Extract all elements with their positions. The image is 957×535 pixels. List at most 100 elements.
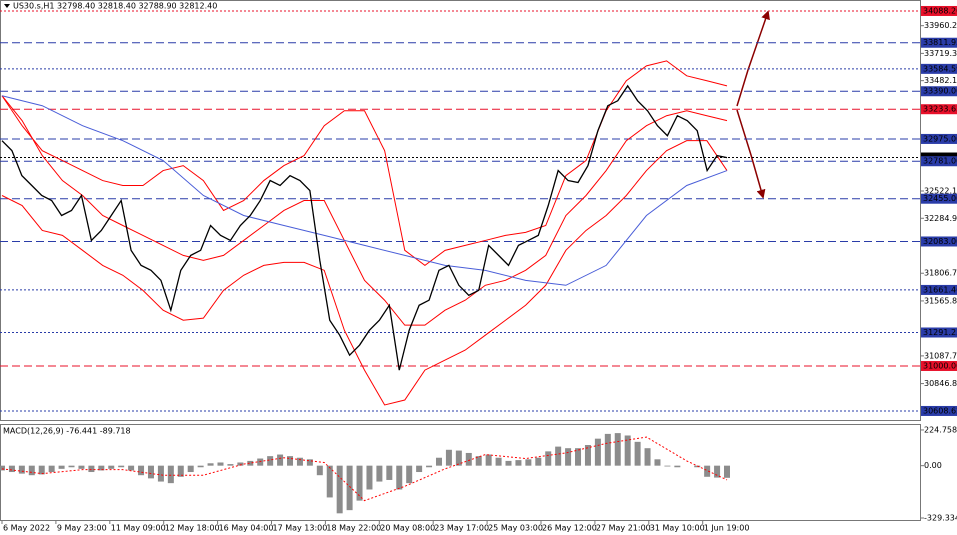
macd-bar bbox=[714, 465, 721, 478]
macd-bar bbox=[644, 448, 651, 466]
macd-bar bbox=[674, 465, 681, 468]
macd-bar bbox=[187, 465, 194, 473]
macd-bar bbox=[28, 465, 35, 476]
macd-title: MACD(12,26,9) -76.441 -89.718 bbox=[3, 427, 131, 436]
macd-bar bbox=[634, 441, 641, 466]
x-tick-label: 23 May 17:00 bbox=[434, 524, 489, 533]
macd-bar bbox=[694, 465, 701, 468]
macd-bar bbox=[614, 433, 621, 466]
y-tick-label: 33719.35 bbox=[924, 49, 957, 58]
macd-bar bbox=[435, 457, 442, 466]
level-tag bbox=[921, 327, 957, 338]
macd-bar bbox=[346, 465, 353, 511]
level-tag bbox=[921, 63, 957, 74]
x-tick-label: 20 May 08:00 bbox=[380, 524, 435, 533]
level-tag bbox=[921, 133, 957, 144]
level-tag bbox=[921, 156, 957, 167]
macd-bar bbox=[207, 463, 214, 466]
macd-bar bbox=[396, 465, 403, 490]
macd-bar bbox=[8, 465, 15, 473]
macd-bar bbox=[326, 465, 333, 498]
macd-bar bbox=[138, 465, 145, 476]
level-label: 31291.23 bbox=[923, 328, 957, 337]
macd-bar bbox=[495, 457, 502, 466]
macd-bar bbox=[475, 456, 482, 466]
macd-bar bbox=[237, 462, 244, 466]
macd-bar bbox=[157, 465, 164, 482]
macd-bar bbox=[416, 465, 423, 473]
y-tick-label: 31087.70 bbox=[924, 351, 957, 360]
macd-bar bbox=[257, 458, 264, 466]
macd-bar bbox=[565, 448, 572, 466]
y-tick-label: 30846.80 bbox=[924, 379, 957, 388]
macd-bar bbox=[306, 459, 313, 466]
level-tag bbox=[921, 284, 957, 295]
y-tick-label: 33482.10 bbox=[924, 76, 957, 85]
macd-bar bbox=[78, 465, 85, 469]
macd-bar bbox=[118, 465, 125, 468]
y-tick-label: 224.758 bbox=[924, 425, 957, 434]
y-tick-label: 33960.25 bbox=[924, 21, 957, 30]
menu-triangle[interactable] bbox=[4, 4, 10, 8]
macd-bar bbox=[704, 465, 711, 477]
macd-bar bbox=[535, 457, 542, 466]
x-tick-label: 16 May 04:00 bbox=[219, 524, 274, 533]
level-label: 30608.62 bbox=[923, 406, 957, 415]
level-tag bbox=[921, 405, 957, 416]
macd-bar bbox=[515, 460, 522, 466]
macd-bar bbox=[366, 465, 373, 490]
macd-bar bbox=[277, 454, 284, 466]
x-tick-label: 18 May 22:00 bbox=[326, 524, 381, 533]
macd-bar bbox=[465, 452, 472, 466]
macd-bar bbox=[604, 433, 611, 466]
y-tick-label: 31565.85 bbox=[924, 296, 957, 305]
y-tick-label: 32522.15 bbox=[924, 186, 957, 195]
macd-bar bbox=[386, 465, 393, 480]
main-frame bbox=[0, 0, 921, 421]
level-tag bbox=[921, 193, 957, 204]
level-tag bbox=[921, 104, 957, 115]
macd-bar bbox=[624, 435, 631, 466]
level-tag bbox=[921, 37, 957, 48]
macd-bar bbox=[58, 465, 65, 469]
macd-bar bbox=[68, 465, 75, 468]
level-label: 34088.20 bbox=[923, 6, 957, 15]
macd-bar bbox=[128, 465, 135, 471]
macd-bar bbox=[316, 465, 323, 476]
macd-bar bbox=[98, 465, 105, 471]
y-tick-label: -329.334 bbox=[924, 513, 957, 522]
macd-bar bbox=[0, 465, 5, 471]
macd-bar bbox=[406, 465, 413, 484]
x-tick-label: 25 May 03:00 bbox=[488, 524, 543, 533]
macd-bar bbox=[287, 456, 294, 466]
x-tick-label: 31 May 10:00 bbox=[650, 524, 705, 533]
level-label: 32975.00 bbox=[923, 134, 957, 143]
x-tick-label: 17 May 13:00 bbox=[273, 524, 328, 533]
level-label: 33233.63 bbox=[923, 105, 957, 114]
price-line bbox=[1, 95, 728, 286]
macd-bar bbox=[555, 446, 562, 466]
macd-bar bbox=[108, 465, 115, 469]
x-tick-label: 12 May 18:00 bbox=[165, 524, 220, 533]
macd-bar bbox=[88, 465, 95, 473]
price-line bbox=[1, 95, 728, 326]
macd-bar bbox=[545, 451, 552, 466]
x-tick-label: 26 May 12:00 bbox=[542, 524, 597, 533]
macd-frame bbox=[0, 424, 921, 521]
macd-bar bbox=[654, 459, 661, 466]
y-tick-label: 32284.90 bbox=[924, 214, 957, 223]
x-tick-label: 11 May 09:00 bbox=[111, 524, 166, 533]
macd-bar bbox=[584, 445, 591, 466]
macd-bar bbox=[445, 449, 452, 466]
macd-bar bbox=[177, 465, 184, 477]
price-line bbox=[1, 84, 728, 371]
macd-bar bbox=[664, 465, 671, 467]
price-line bbox=[1, 140, 728, 406]
y-tick-label: 0.00 bbox=[924, 461, 942, 470]
level-tag bbox=[921, 236, 957, 247]
macd-bar bbox=[217, 462, 224, 466]
macd-bar bbox=[575, 448, 582, 466]
y-tick-label: 31806.75 bbox=[924, 269, 957, 278]
macd-bar bbox=[356, 465, 363, 501]
